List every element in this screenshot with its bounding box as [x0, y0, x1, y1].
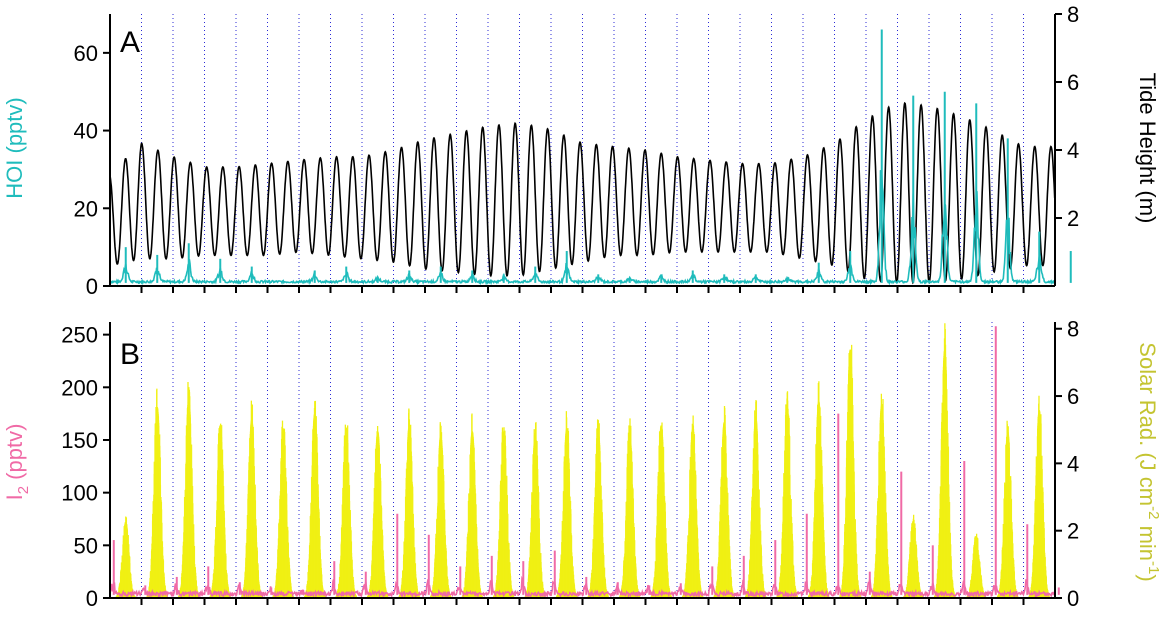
panel-b-left-tick-label: 150	[61, 428, 98, 453]
panel-a-right-tick-label: 8	[1067, 2, 1079, 27]
panel-a-left-tick-label: 40	[74, 119, 98, 144]
panel-a-left-tick-label: 0	[86, 274, 98, 299]
panel-a-left-tick-label: 60	[74, 41, 98, 66]
solar-rad-series	[116, 323, 1050, 598]
panel-a-right-tick-label: 4	[1067, 138, 1079, 163]
panel-b-left-tick-label: 0	[86, 586, 98, 611]
panel-b-left-tick-label: 100	[61, 481, 98, 506]
day-gridlines-b	[142, 322, 1024, 598]
axes-a: 0 20 40 60 2 4 6 8	[74, 2, 1080, 299]
panel-a-right-tick-label: 2	[1067, 206, 1079, 231]
panel-b-left-tick-label: 50	[74, 533, 98, 558]
panel-letter-a: A	[120, 26, 140, 59]
hoi-axis-label: HOI (pptv)	[2, 97, 27, 198]
panel-a-right-tick-label: 6	[1067, 70, 1079, 95]
panel-b-left-tick-label: 250	[61, 323, 98, 348]
panel-a: 0 20 40 60 2 4 6 8 A HOI (pptv) Tide Height (m)	[2, 2, 1160, 299]
tide-axis-label: Tide Height (m)	[1135, 73, 1160, 224]
panel-b-left-tick-label: 200	[61, 375, 98, 400]
panel-a-left-tick-label: 20	[74, 196, 98, 221]
